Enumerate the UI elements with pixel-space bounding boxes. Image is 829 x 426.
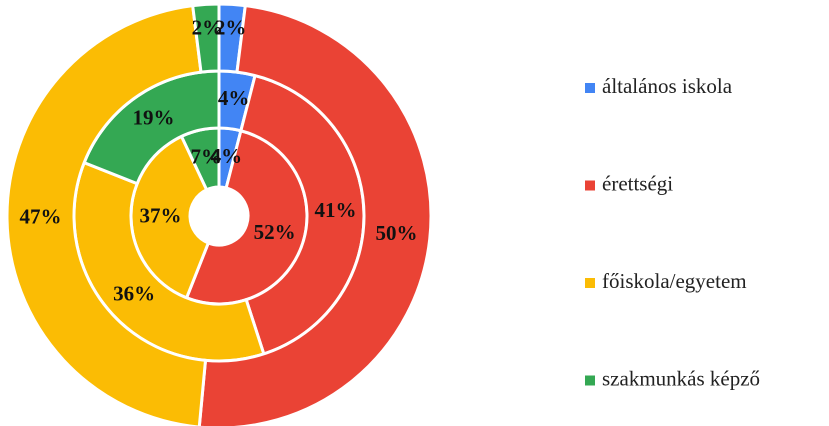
data-label: 47% [20,205,62,229]
slice [197,3,433,426]
data-label: 50% [375,221,417,245]
data-label: 37% [140,204,182,228]
data-label: 2% [192,16,224,40]
legend-swatch [585,83,595,93]
slice [191,2,221,74]
legend-label: főiskola/egyetem [602,269,747,293]
legend-swatch [585,375,595,386]
legend-label: szakmunkás képző [602,366,760,390]
legend-label: érettségi [602,171,673,195]
legend-label: általános iskola [602,74,733,98]
data-label: 41% [314,198,356,222]
data-label: 4% [218,86,250,110]
legend-swatch [585,180,595,191]
data-label: 52% [254,220,296,244]
data-label: 4% [211,144,243,168]
data-label: 19% [133,105,175,129]
data-label: 2% [215,16,247,40]
data-label: 36% [113,282,155,306]
slice [5,3,208,426]
data-label: 7% [190,145,222,169]
legend-swatch [585,278,595,288]
